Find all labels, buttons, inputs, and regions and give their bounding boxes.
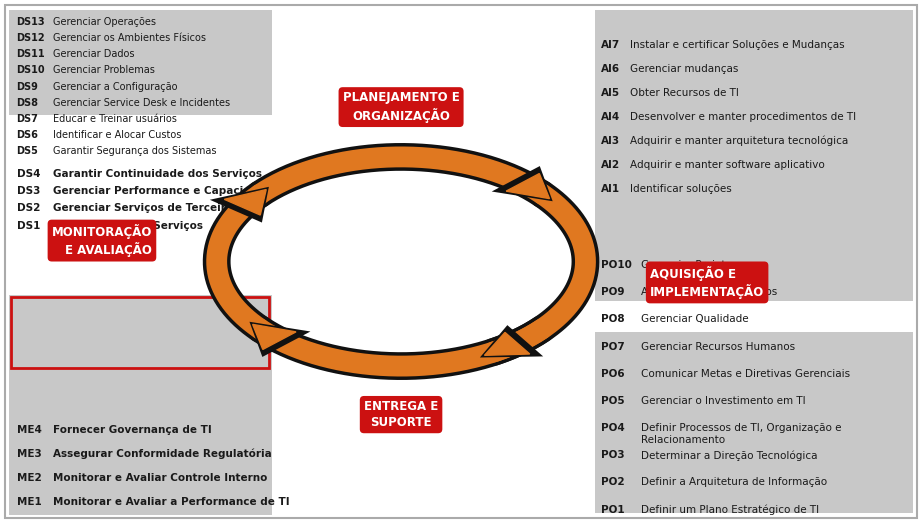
Polygon shape [498, 169, 550, 199]
Text: AI7: AI7 [601, 40, 621, 50]
Text: Garantir Continuidade dos Serviços: Garantir Continuidade dos Serviços [53, 169, 263, 179]
Text: AI4: AI4 [601, 112, 621, 122]
Text: DS1: DS1 [17, 221, 40, 231]
Text: Monitorar e Avaliar Controle Interno: Monitorar e Avaliar Controle Interno [53, 473, 268, 483]
Text: Gerenciar Recursos Humanos: Gerenciar Recursos Humanos [641, 342, 795, 351]
Text: Educar e Treinar usuários: Educar e Treinar usuários [53, 114, 177, 124]
Text: PO7: PO7 [601, 342, 625, 351]
Text: DS2: DS2 [17, 203, 40, 213]
Text: Gerenciar o Investimento em TI: Gerenciar o Investimento em TI [641, 396, 806, 406]
Text: Instalar e certificar Soluções e Mudanças: Instalar e certificar Soluções e Mudança… [630, 40, 845, 50]
Polygon shape [253, 324, 304, 354]
Polygon shape [484, 333, 530, 355]
Polygon shape [217, 189, 266, 220]
Text: PO2: PO2 [601, 477, 625, 487]
Text: PO8: PO8 [601, 314, 625, 324]
Text: Adquirir e manter arquitetura tecnológica: Adquirir e manter arquitetura tecnológic… [630, 136, 848, 146]
Text: PO10: PO10 [601, 260, 632, 270]
Text: DS11: DS11 [17, 49, 45, 59]
Text: DS12: DS12 [17, 33, 45, 43]
Text: Gerenciar mudanças: Gerenciar mudanças [630, 64, 739, 74]
FancyBboxPatch shape [5, 5, 917, 518]
Polygon shape [224, 189, 266, 215]
FancyBboxPatch shape [9, 295, 272, 515]
Text: Gerenciar Projetos: Gerenciar Projetos [641, 260, 738, 270]
Text: Avaliar e Gerenciar Riscos: Avaliar e Gerenciar Riscos [641, 287, 777, 297]
FancyBboxPatch shape [595, 10, 913, 301]
Text: DS3: DS3 [17, 186, 40, 196]
Text: Gerenciar Service Desk e Incidentes: Gerenciar Service Desk e Incidentes [53, 98, 230, 108]
Text: Gerenciar Serviços de Terceiros: Gerenciar Serviços de Terceiros [53, 203, 240, 213]
Text: PO5: PO5 [601, 396, 625, 406]
Text: Gerenciar os Ambientes Físicos: Gerenciar os Ambientes Físicos [53, 33, 207, 43]
Polygon shape [506, 174, 550, 199]
Text: Monitorar e Avaliar a Performance de TI: Monitorar e Avaliar a Performance de TI [53, 497, 290, 507]
Text: Gerenciar Dados: Gerenciar Dados [53, 49, 135, 59]
Text: MONITORAÇÃO
E AVALIAÇÃO: MONITORAÇÃO E AVALIAÇÃO [52, 224, 152, 257]
Polygon shape [253, 324, 296, 349]
Text: DS7: DS7 [17, 114, 39, 124]
FancyBboxPatch shape [595, 332, 913, 513]
Text: Comunicar Metas e Diretivas Gerenciais: Comunicar Metas e Diretivas Gerenciais [641, 369, 850, 379]
Text: Fornecer Governança de TI: Fornecer Governança de TI [53, 425, 212, 435]
Text: DS13: DS13 [17, 17, 45, 27]
Text: Definir níveis de Serviços: Definir níveis de Serviços [53, 221, 204, 231]
Text: ME1: ME1 [17, 497, 41, 507]
Text: Identificar soluções: Identificar soluções [630, 184, 731, 194]
Text: Gerenciar Operações: Gerenciar Operações [53, 17, 157, 27]
Text: ME3: ME3 [17, 449, 41, 459]
Text: Adquirir e manter software aplicativo: Adquirir e manter software aplicativo [630, 160, 824, 170]
Text: Definir um Plano Estratégico de TI: Definir um Plano Estratégico de TI [641, 505, 819, 515]
Text: AI6: AI6 [601, 64, 621, 74]
Text: DS6: DS6 [17, 130, 39, 140]
FancyBboxPatch shape [9, 10, 272, 115]
Text: AI3: AI3 [601, 136, 621, 146]
Polygon shape [484, 328, 538, 355]
Text: ME2: ME2 [17, 473, 41, 483]
Text: AI2: AI2 [601, 160, 621, 170]
Text: ENTREGA E
SUPORTE: ENTREGA E SUPORTE [364, 400, 438, 429]
Text: Gerenciar Problemas: Gerenciar Problemas [53, 65, 155, 75]
Text: AQUISIÇÃO E
IMPLEMENTAÇÃO: AQUISIÇÃO E IMPLEMENTAÇÃO [650, 266, 764, 299]
Text: Identificar e Alocar Custos: Identificar e Alocar Custos [53, 130, 182, 140]
Text: AI5: AI5 [601, 88, 621, 98]
Text: PO9: PO9 [601, 287, 624, 297]
Text: DS5: DS5 [17, 146, 39, 156]
Text: Obter Recursos de TI: Obter Recursos de TI [630, 88, 739, 98]
Text: AI1: AI1 [601, 184, 621, 194]
Text: Gerenciar Performance e Capacidade: Gerenciar Performance e Capacidade [53, 186, 273, 196]
Text: Determinar a Direção Tecnológica: Determinar a Direção Tecnológica [641, 450, 817, 461]
Text: DS4: DS4 [17, 169, 40, 179]
Text: PO6: PO6 [601, 369, 625, 379]
Text: Gerenciar a Configuração: Gerenciar a Configuração [53, 82, 178, 92]
Text: Definir Processos de TI, Organização e
Relacionamento: Definir Processos de TI, Organização e R… [641, 423, 841, 445]
Text: Gerenciar Qualidade: Gerenciar Qualidade [641, 314, 749, 324]
Text: DS10: DS10 [17, 65, 45, 75]
Text: ME4: ME4 [17, 425, 41, 435]
Text: PO4: PO4 [601, 423, 625, 433]
Text: Garantir Segurança dos Sistemas: Garantir Segurança dos Sistemas [53, 146, 217, 156]
Text: Desenvolver e manter procedimentos de TI: Desenvolver e manter procedimentos de TI [630, 112, 856, 122]
Text: PLANEJAMENTO E
ORGANIZAÇÃO: PLANEJAMENTO E ORGANIZAÇÃO [343, 92, 459, 123]
Text: DS9: DS9 [17, 82, 39, 92]
Text: Definir a Arquitetura de Informação: Definir a Arquitetura de Informação [641, 477, 827, 487]
Text: DS8: DS8 [17, 98, 39, 108]
Text: PO1: PO1 [601, 505, 625, 515]
Text: Assegurar Conformidade Regulatória: Assegurar Conformidade Regulatória [53, 449, 272, 459]
Text: PO3: PO3 [601, 450, 625, 460]
